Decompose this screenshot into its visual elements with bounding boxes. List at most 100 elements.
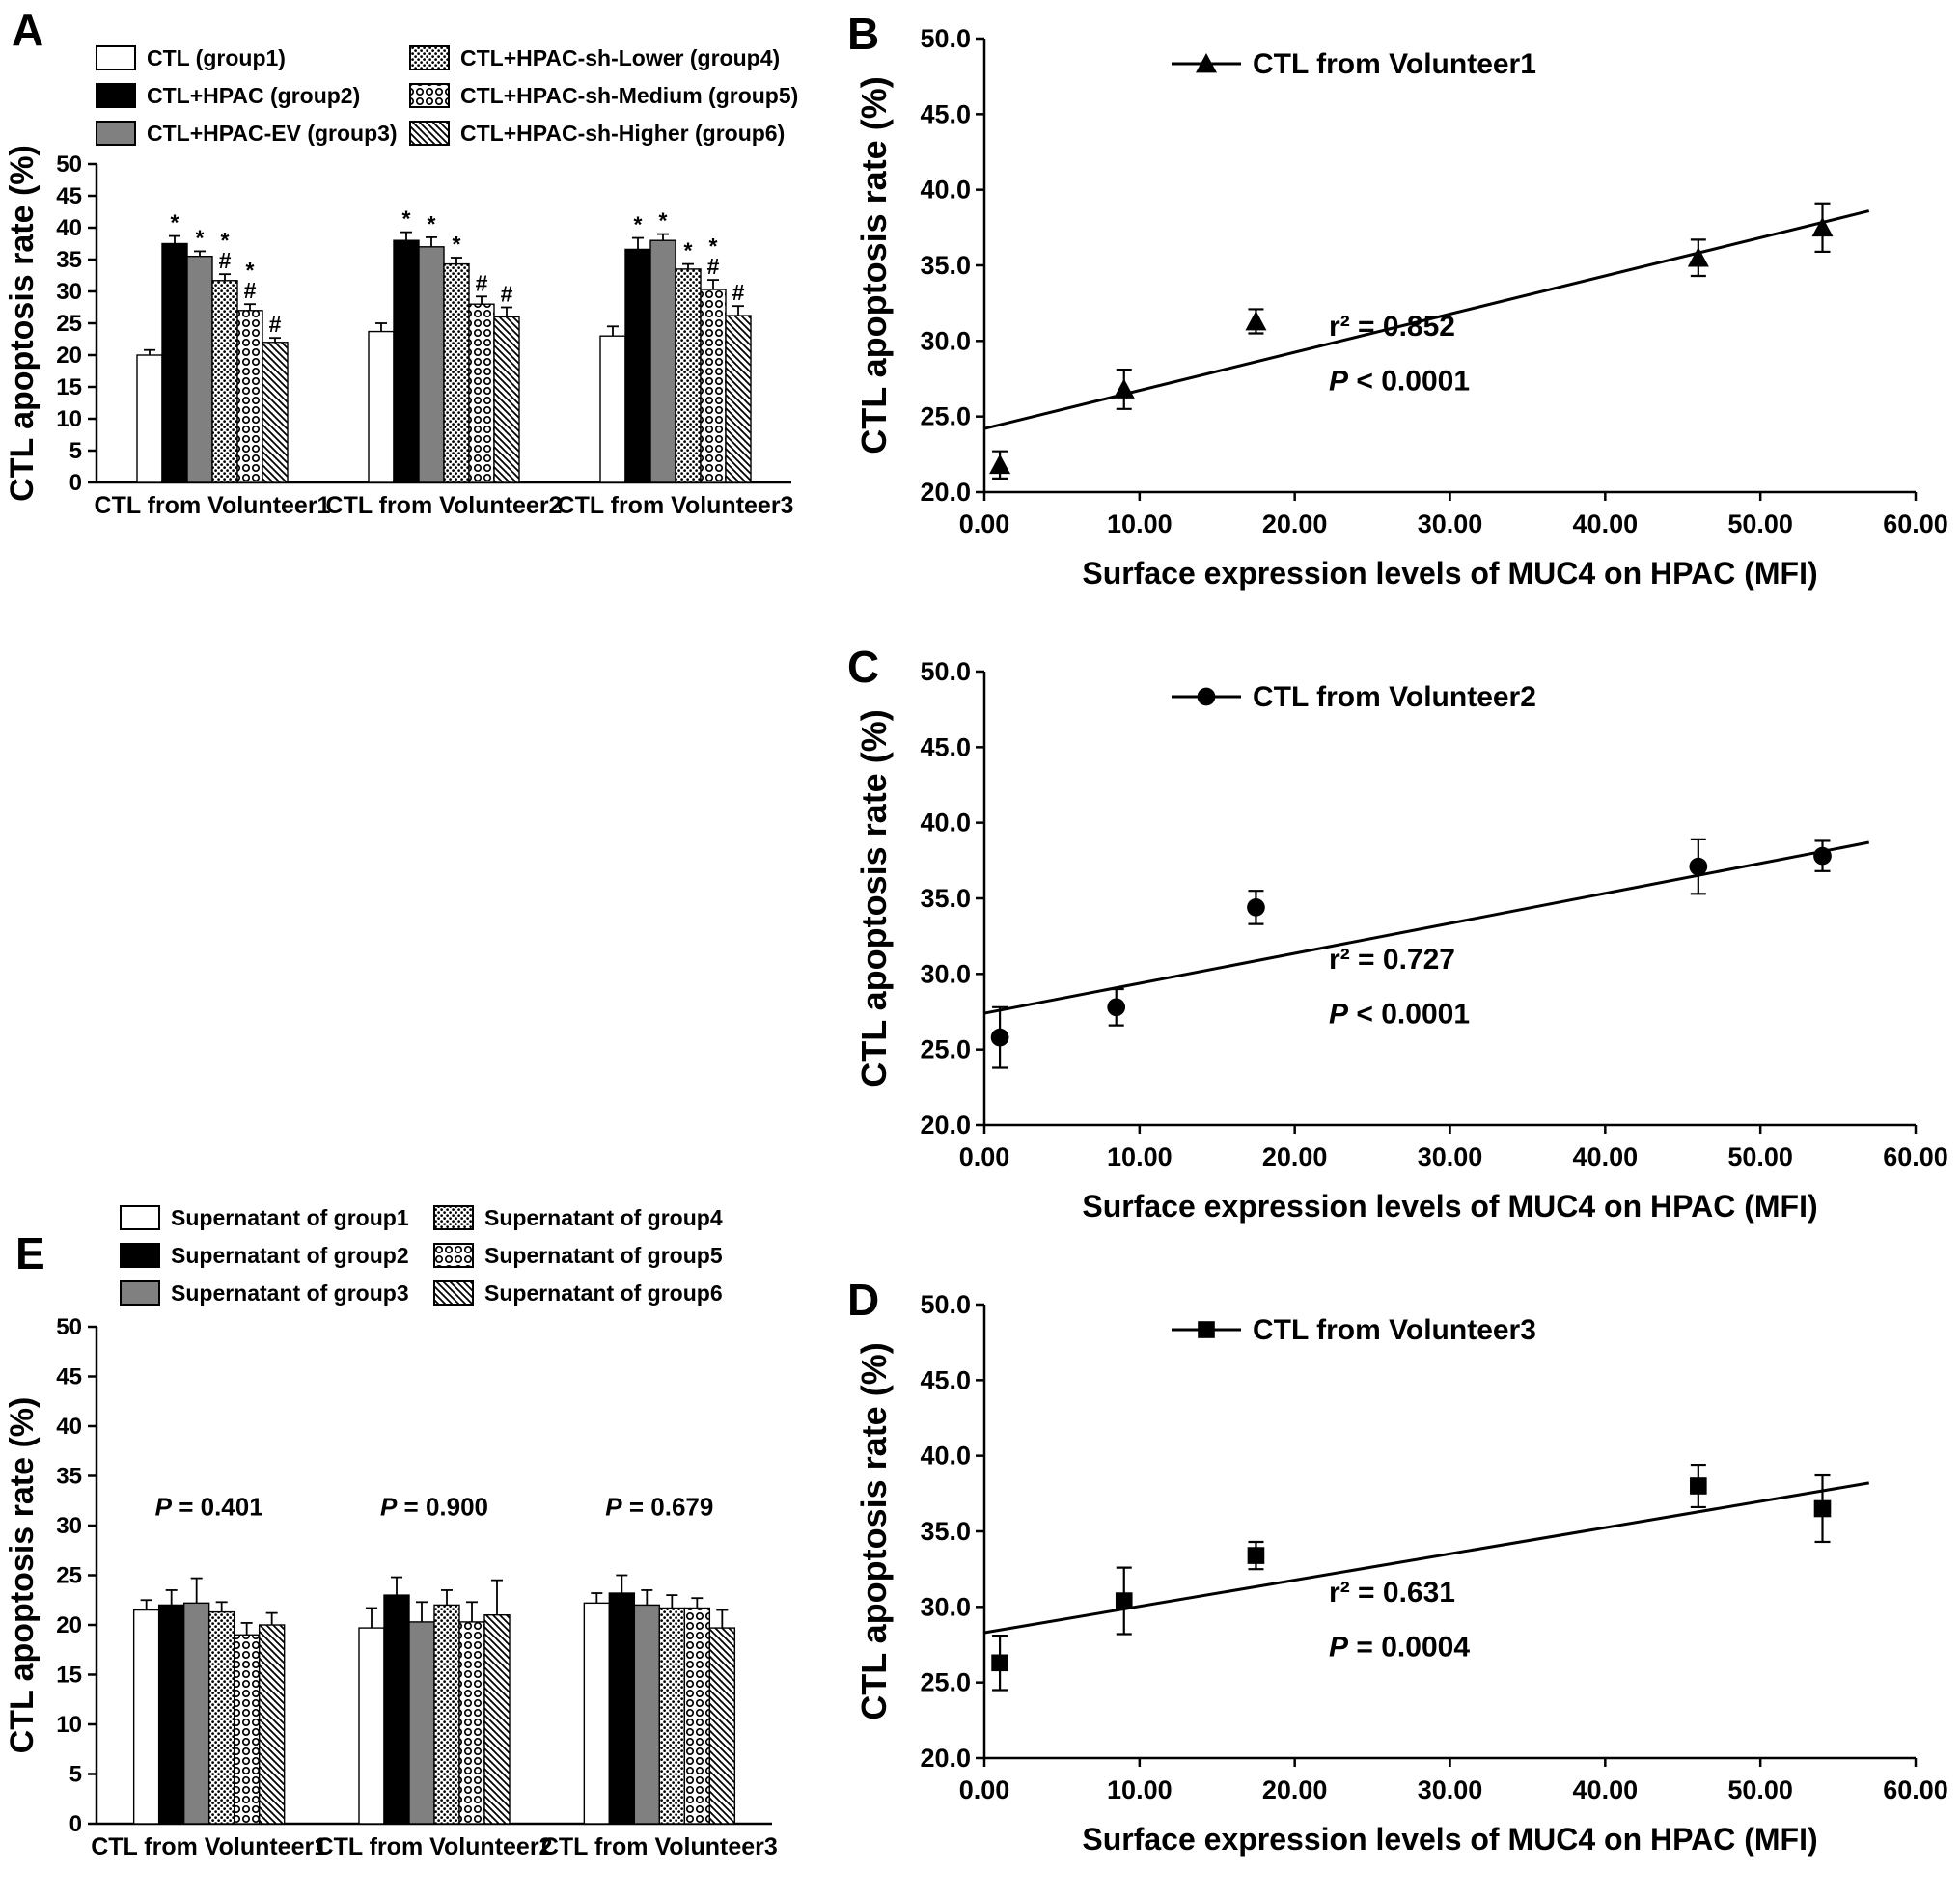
y-tick-label: 35.0	[920, 884, 971, 913]
legend-label: CTL from Volunteer3	[1253, 1314, 1536, 1346]
y-tick-label: 45.0	[920, 732, 971, 761]
y-tick-label: 30.0	[920, 959, 971, 988]
y-tick-label: 50.0	[920, 657, 971, 686]
significance-mark: *	[171, 210, 179, 235]
legend-swatch	[409, 83, 450, 108]
panel-b-scatter-chart: 0.00 10.00 20.00 30.00 40.00 50.00 60.00 20.0 25…	[854, 24, 1948, 591]
data-point	[1113, 378, 1135, 399]
bar	[443, 262, 470, 483]
y-tick-label: 10	[56, 1712, 82, 1738]
bar	[483, 1614, 511, 1825]
y-tick-label: 45	[56, 1364, 82, 1390]
panel-e: 0 5 10 15 20 25 30 35 40 45 50 CTL from Volunteer1 P…	[0, 1197, 820, 1898]
bar	[408, 1621, 435, 1825]
fit-line	[983, 1481, 1870, 1635]
y-tick-label: 35	[56, 1464, 82, 1490]
legend-label: Supernatant of group1	[171, 1205, 409, 1230]
data-point	[1115, 1592, 1133, 1609]
category-label: CTL from Volunteer2	[326, 492, 563, 519]
legend-label: CTL from Volunteer2	[1253, 681, 1536, 713]
y-tick-label: 35	[56, 247, 82, 273]
x-axis-label: Surface expression levels of MUC4 on HPA…	[1082, 1822, 1817, 1857]
legend-swatch	[409, 121, 450, 146]
y-tick-label: 30	[56, 279, 82, 305]
fit-line	[983, 209, 1870, 430]
x-tick-label: 20.00	[1262, 1775, 1328, 1804]
bar	[624, 248, 651, 483]
bar	[393, 239, 420, 483]
legend-label: Supernatant of group5	[484, 1243, 723, 1268]
panel-d: 0.00 10.00 20.00 30.00 40.00 50.00 60.00 20.0 25…	[840, 1266, 1960, 1898]
y-tick-label: 40.0	[920, 176, 971, 205]
data-point	[1689, 857, 1708, 876]
y-tick-label: 20.0	[920, 1744, 971, 1773]
significance-mark: *	[659, 208, 668, 234]
bar	[383, 1594, 410, 1825]
category-label: CTL from Volunteer1	[91, 1833, 327, 1860]
bar	[368, 330, 395, 483]
y-tick-label: 45.0	[920, 99, 971, 128]
legend-label: Supernatant of group6	[484, 1280, 723, 1306]
x-tick-label: 50.00	[1727, 1142, 1793, 1171]
p-value-text: P < 0.0001	[1329, 365, 1470, 397]
x-axis-label: Surface expression levels of MUC4 on HPA…	[1082, 556, 1817, 591]
y-tick-label: 5	[69, 1762, 82, 1788]
bar	[207, 1610, 235, 1825]
significance-mark: #	[219, 248, 232, 273]
bar	[132, 1609, 160, 1825]
p-value-label: P = 0.679	[605, 1493, 713, 1522]
legend-swatch	[433, 1243, 474, 1268]
bar	[157, 1604, 185, 1825]
y-tick-label: 25.0	[920, 1035, 971, 1064]
data-point	[1245, 310, 1267, 331]
panel-label-e: E	[15, 1228, 45, 1279]
y-tick-label: 25.0	[920, 402, 971, 431]
bar	[700, 289, 727, 483]
y-tick-label: 20.0	[920, 1111, 971, 1140]
y-tick-label: 35.0	[920, 1517, 971, 1546]
bar	[358, 1627, 385, 1825]
bar	[161, 242, 188, 483]
x-tick-label: 0.00	[959, 509, 1010, 538]
p-value-label: P = 0.900	[380, 1493, 488, 1522]
category-label: CTL from Volunteer2	[317, 1833, 553, 1860]
x-tick-label: 40.00	[1573, 509, 1639, 538]
y-tick-label: 30.0	[920, 326, 971, 355]
y-tick-label: 50	[56, 1314, 82, 1340]
bar	[262, 342, 289, 483]
x-tick-label: 10.00	[1107, 1775, 1173, 1804]
significance-mark: *	[196, 225, 205, 250]
x-tick-label: 10.00	[1107, 509, 1173, 538]
legend-swatch	[96, 45, 136, 70]
bar	[186, 256, 213, 483]
panel-label-c: C	[847, 642, 880, 692]
significance-mark: *	[634, 212, 643, 237]
legend-marker	[1197, 687, 1216, 706]
bar	[458, 1621, 485, 1825]
category-label: CTL from Volunteer3	[541, 1833, 778, 1860]
r-squared-text: r² = 0.727	[1329, 944, 1455, 976]
x-tick-label: 20.00	[1262, 1142, 1328, 1171]
significance-mark: *	[428, 211, 436, 236]
bar	[675, 268, 702, 483]
x-tick-label: 30.00	[1418, 1775, 1483, 1804]
p-value-text: P = 0.0004	[1329, 1631, 1470, 1663]
y-tick-label: 15	[56, 374, 82, 400]
x-tick-label: 60.00	[1883, 1142, 1948, 1171]
data-point	[1107, 998, 1126, 1017]
legend-label: Supernatant of group3	[171, 1280, 409, 1306]
bar	[258, 1624, 286, 1825]
significance-mark: #	[476, 270, 488, 295]
x-tick-label: 0.00	[959, 1142, 1010, 1171]
p-value-text: P < 0.0001	[1329, 998, 1470, 1030]
x-tick-label: 0.00	[959, 1775, 1010, 1804]
legend-swatch	[96, 83, 136, 108]
x-tick-label: 30.00	[1418, 1142, 1483, 1171]
bar	[433, 1604, 460, 1825]
y-tick-label: 30	[56, 1513, 82, 1539]
y-tick-label: 20	[56, 343, 82, 369]
y-tick-label: 15	[56, 1663, 82, 1689]
y-axis-label: CTL apoptosis rate (%)	[854, 1342, 894, 1719]
